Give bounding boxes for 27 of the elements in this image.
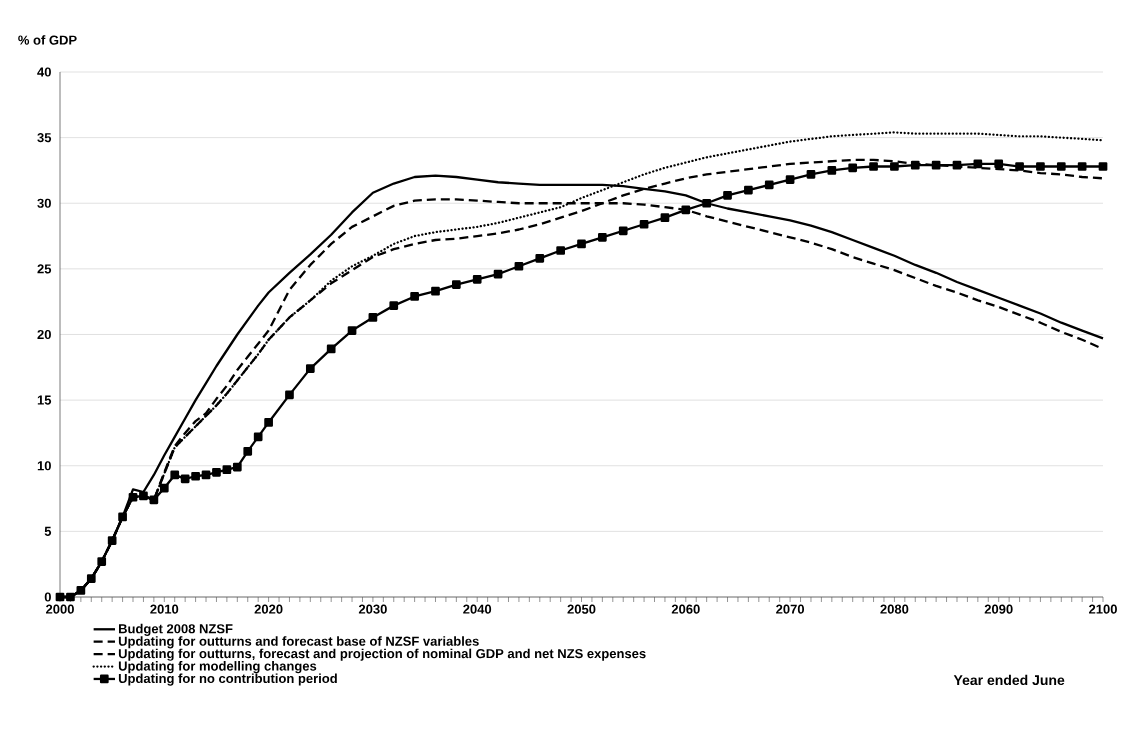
x-tick-label: 2100 xyxy=(1089,604,1117,614)
legend-label: Updating for no contribution period xyxy=(118,673,337,686)
y-tick-label: 25 xyxy=(37,264,52,274)
y-tick-label: 40 xyxy=(37,67,51,77)
y-tick-label: 0 xyxy=(44,592,51,602)
y-tick-label: 30 xyxy=(37,198,51,208)
x-tick-label: 2000 xyxy=(46,604,74,614)
x-tick-label: 2080 xyxy=(880,604,909,614)
y-tick-label: 15 xyxy=(37,395,52,405)
x-tick-label: 2040 xyxy=(463,604,492,614)
legend-label: Budget 2008 NZSF xyxy=(118,623,233,637)
x-axis-title: Year ended June xyxy=(953,674,1065,686)
x-tick-label: 2030 xyxy=(358,604,387,614)
x-tick-label: 2020 xyxy=(254,604,283,614)
x-tick-label: 2090 xyxy=(984,604,1013,614)
y-tick-label: 5 xyxy=(44,526,52,536)
legend-label: Updating for outturns and forecast base of NZSF variables xyxy=(118,636,479,649)
x-tick-label: 2060 xyxy=(671,604,700,614)
y-tick-label: 20 xyxy=(37,329,51,340)
y-axis-title: % of GDP xyxy=(18,35,77,45)
legend-label: Updating for modelling changes xyxy=(118,661,317,674)
x-tick-label: 2010 xyxy=(150,604,179,614)
x-tick-label: 2050 xyxy=(567,604,596,614)
x-tick-label: 2070 xyxy=(776,604,805,614)
y-tick-label: 35 xyxy=(37,133,52,143)
y-tick-label: 10 xyxy=(37,461,51,471)
legend-label: Updating for outturns, forecast and projection of nominal GDP and net NZS expenses xyxy=(118,648,646,661)
